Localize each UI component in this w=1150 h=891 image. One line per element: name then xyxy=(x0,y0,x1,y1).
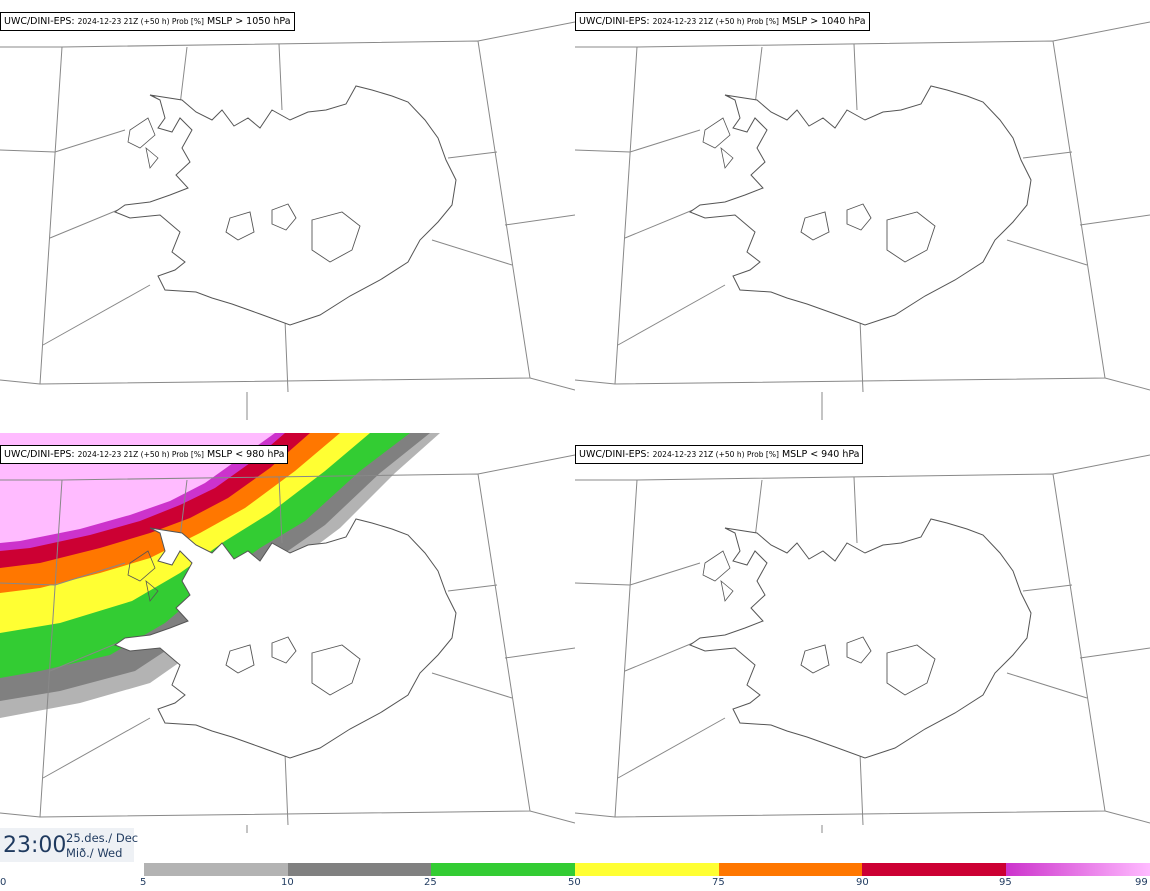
map-panel-980: UWC/DINI-EPS: 2024-12-23 21Z (+50 h) Pro… xyxy=(0,433,575,833)
map-panel-1040: UWC/DINI-EPS: 2024-12-23 21Z (+50 h) Pro… xyxy=(575,0,1150,433)
colorbar-tick: 75 xyxy=(712,877,725,888)
map-panel-940: UWC/DINI-EPS: 2024-12-23 21Z (+50 h) Pro… xyxy=(575,433,1150,833)
valid-time: 23:00 xyxy=(3,833,67,858)
colorbar-segment xyxy=(144,863,288,876)
colorbar xyxy=(144,863,1150,876)
colorbar-tick: 95 xyxy=(999,877,1012,888)
panel-label: UWC/DINI-EPS: 2024-12-23 21Z (+50 h) Pro… xyxy=(575,445,864,464)
valid-date: 25.des./ Dec xyxy=(66,831,139,845)
colorbar-segment xyxy=(862,863,1006,876)
iceland-map xyxy=(575,21,1150,421)
colorbar-tick: 10 xyxy=(281,877,294,888)
colorbar-tick: 0 xyxy=(0,877,7,888)
colorbar-segment xyxy=(575,863,719,876)
map-panel-1050: UWC/DINI-EPS: 2024-12-23 21Z (+50 h) Pro… xyxy=(0,0,575,433)
colorbar-segment xyxy=(719,863,862,876)
valid-time-box xyxy=(0,828,134,862)
colorbar-segment xyxy=(288,863,431,876)
panel-label: UWC/DINI-EPS: 2024-12-23 21Z (+50 h) Pro… xyxy=(0,12,295,31)
colorbar-tick: 90 xyxy=(856,877,869,888)
colorbar-segment xyxy=(1006,863,1150,876)
colorbar-tick: 25 xyxy=(424,877,437,888)
probability-map xyxy=(0,433,575,833)
colorbar-tick: 50 xyxy=(568,877,581,888)
iceland-map xyxy=(0,21,575,421)
colorbar-tick: 99 xyxy=(1135,877,1148,888)
colorbar-segment xyxy=(431,863,575,876)
colorbar-tick: 5 xyxy=(140,877,147,888)
footer xyxy=(0,833,1150,891)
valid-weekday: Mið./ Wed xyxy=(66,846,123,860)
panel-label: UWC/DINI-EPS: 2024-12-23 21Z (+50 h) Pro… xyxy=(0,445,289,464)
iceland-map xyxy=(575,454,1150,833)
panel-label: UWC/DINI-EPS: 2024-12-23 21Z (+50 h) Pro… xyxy=(575,12,870,31)
